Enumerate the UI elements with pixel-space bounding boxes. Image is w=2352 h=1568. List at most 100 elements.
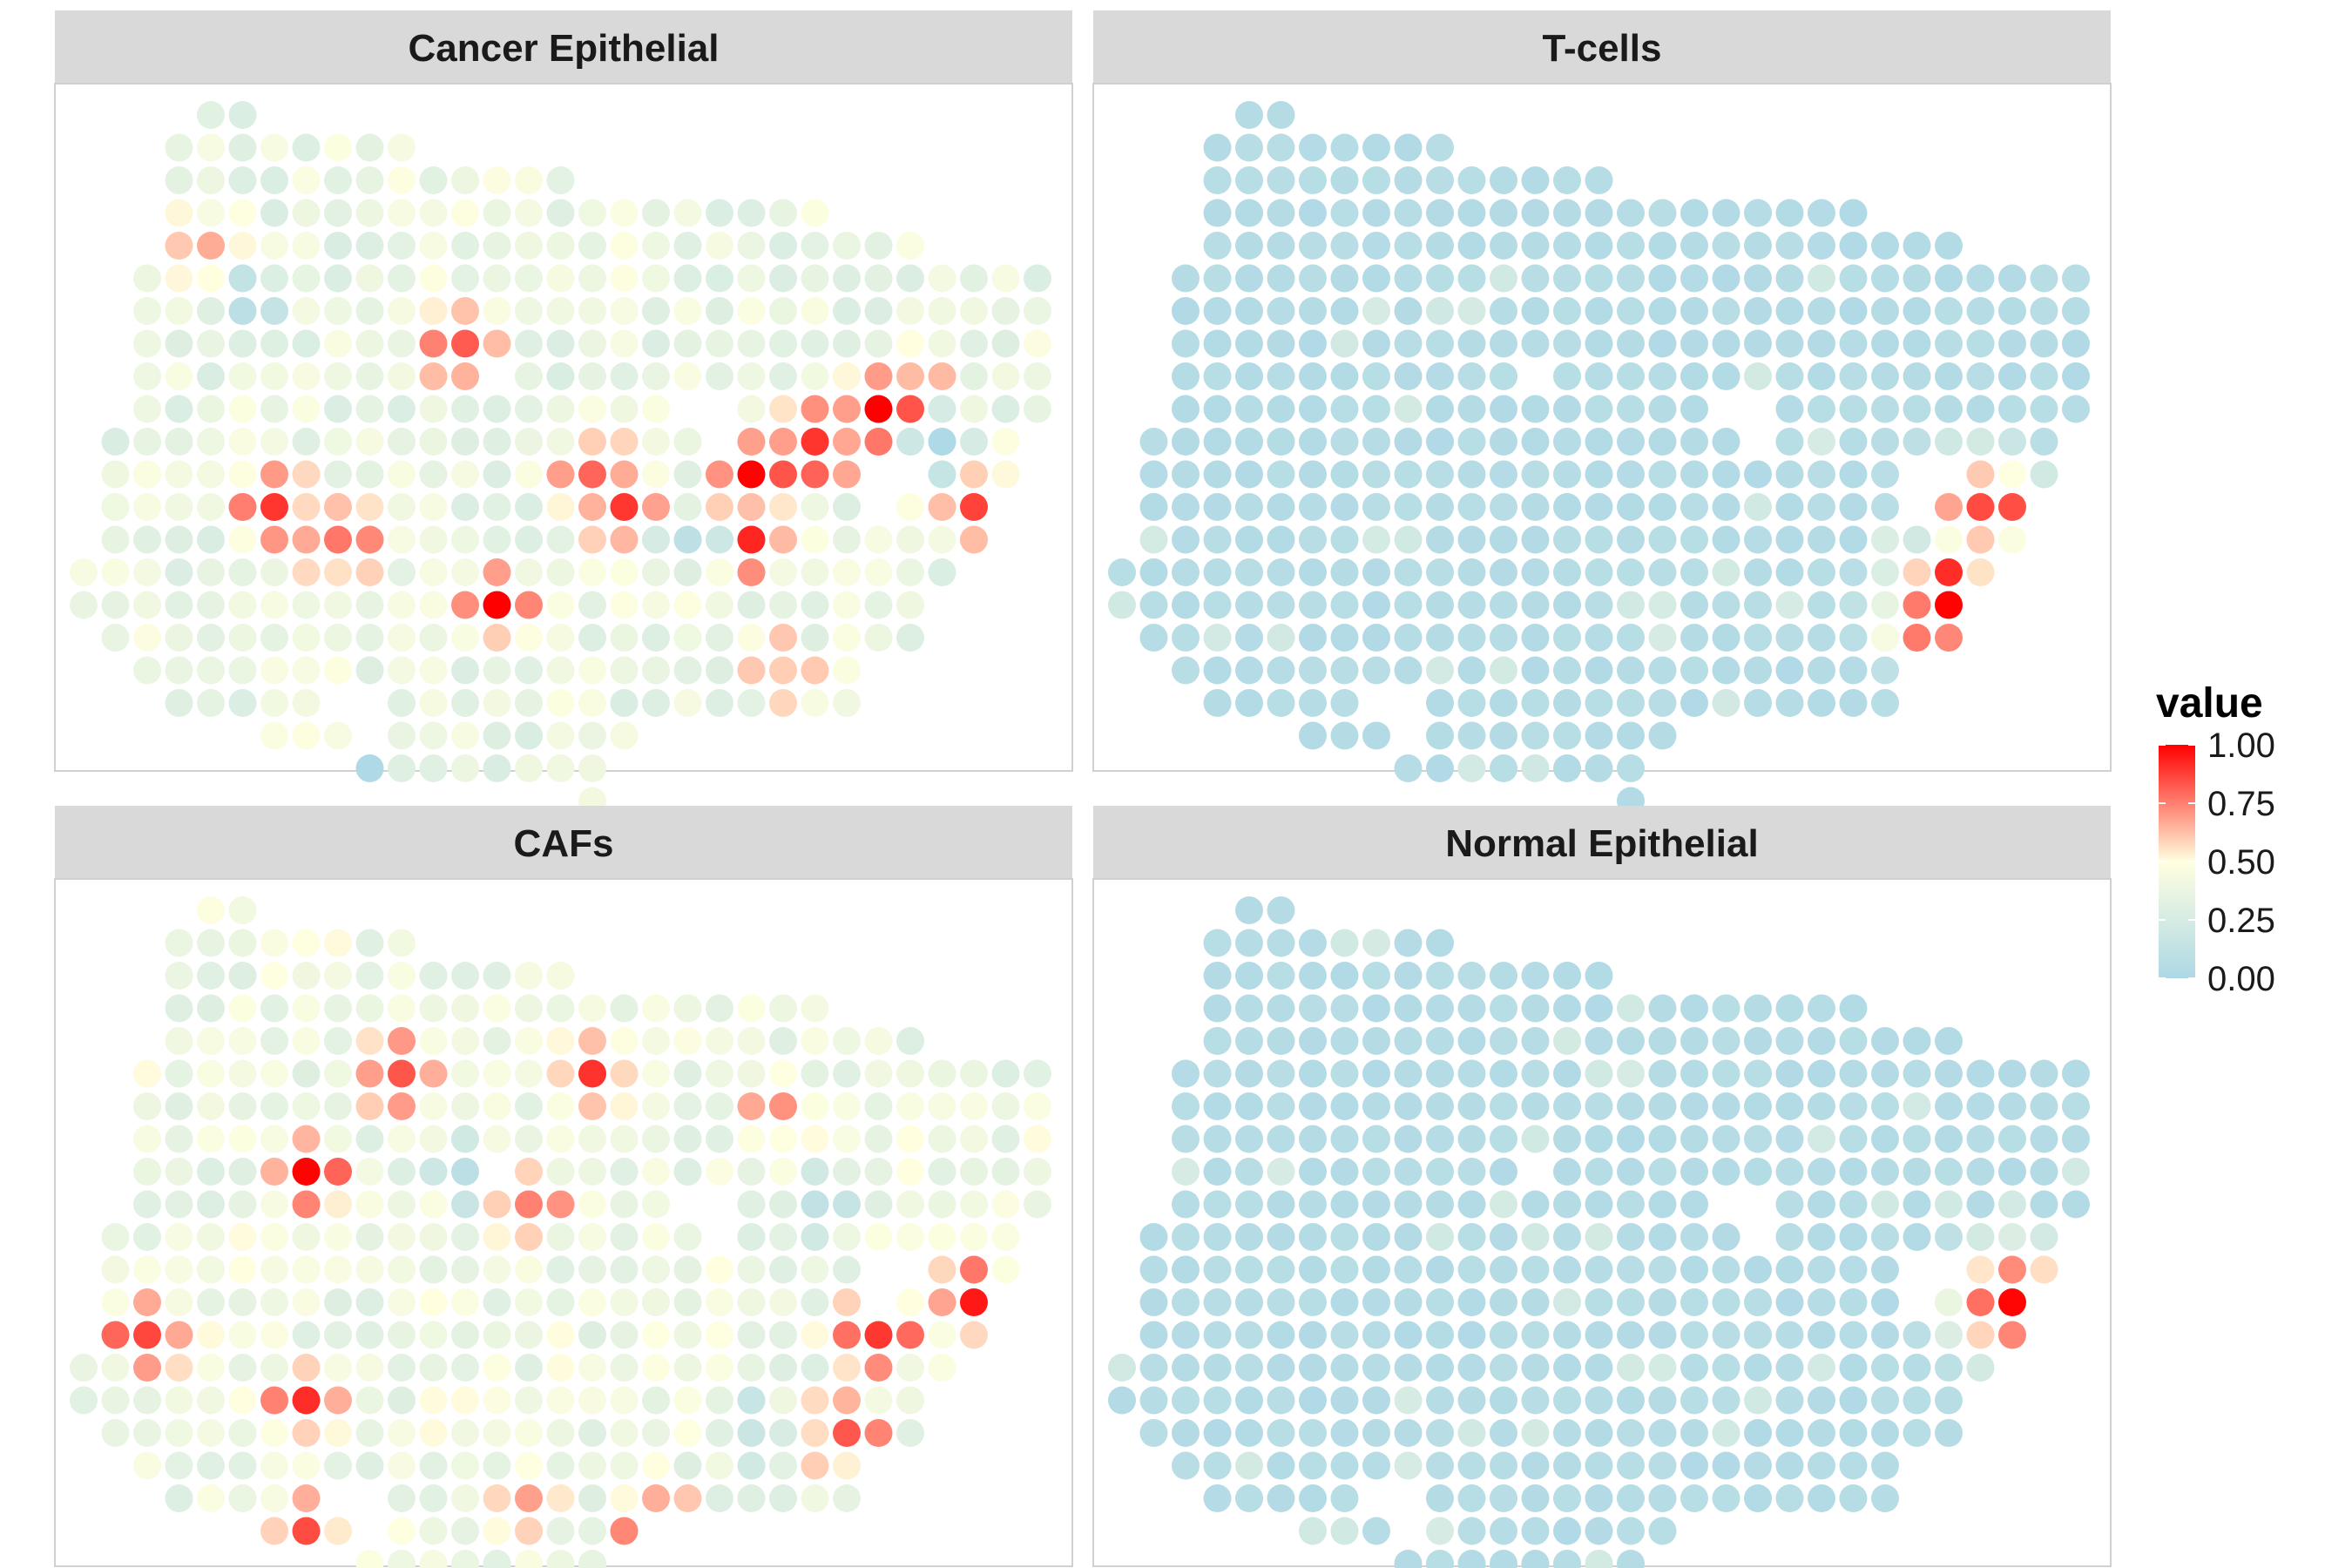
spot	[483, 1419, 511, 1447]
spot	[1903, 362, 1931, 390]
spot	[1330, 264, 1359, 293]
spot	[546, 493, 575, 521]
spot	[833, 656, 861, 685]
spot	[1203, 1255, 1232, 1284]
spot	[1585, 428, 1613, 456]
spot	[1299, 460, 1327, 489]
spot	[1490, 1288, 1517, 1316]
spot	[2062, 362, 2090, 390]
spot	[1203, 1288, 1232, 1316]
spot	[546, 297, 575, 325]
spot	[1712, 558, 1740, 586]
spot	[1553, 329, 1581, 358]
spot	[1172, 591, 1200, 619]
spot	[864, 1190, 893, 1219]
spot	[991, 1059, 1020, 1088]
spot	[451, 962, 479, 990]
spot	[1139, 624, 1168, 652]
spot	[1553, 721, 1581, 750]
spot	[1299, 395, 1327, 423]
spot	[515, 1321, 543, 1349]
spot	[1299, 166, 1327, 194]
spot	[2030, 362, 2058, 390]
spot	[1808, 428, 1835, 456]
spot	[1299, 525, 1327, 554]
spot	[1680, 297, 1708, 325]
spot	[1712, 264, 1740, 293]
spot	[706, 1092, 733, 1120]
spot	[1966, 558, 1995, 586]
spot	[1203, 1354, 1232, 1382]
spot	[1935, 1027, 1963, 1055]
spot	[1362, 525, 1390, 554]
facet-panel	[54, 83, 1073, 772]
spot	[1457, 329, 1486, 358]
spot	[1775, 1125, 1804, 1153]
spot	[1235, 460, 1263, 489]
spot	[2062, 1125, 2090, 1153]
spot	[1490, 558, 1517, 586]
spot	[801, 395, 829, 423]
spot	[833, 624, 861, 652]
spot	[197, 1190, 225, 1219]
spot	[228, 199, 257, 227]
spot	[833, 1288, 861, 1316]
spot	[1617, 1027, 1645, 1055]
spot	[165, 1190, 193, 1219]
spot	[1585, 1158, 1613, 1186]
spot	[1871, 1484, 1899, 1512]
spot	[483, 493, 511, 521]
spot	[165, 525, 193, 554]
spot	[833, 525, 861, 554]
spot	[1966, 1190, 1995, 1219]
spot	[1521, 591, 1550, 619]
spot	[896, 264, 924, 293]
spot	[960, 1059, 988, 1088]
spot	[1712, 1027, 1740, 1055]
spot	[1172, 656, 1200, 685]
spot	[1457, 1288, 1486, 1316]
spot	[801, 1223, 829, 1251]
spot	[546, 1354, 575, 1382]
spot	[1966, 395, 1995, 423]
spot	[1775, 1190, 1804, 1219]
spot	[1935, 1190, 1963, 1219]
spot	[1871, 689, 1899, 717]
spot	[864, 591, 893, 619]
spot	[1617, 1550, 1645, 1568]
spot	[1585, 1451, 1613, 1480]
spot	[2062, 1059, 2090, 1088]
spot	[1330, 329, 1359, 358]
spot	[1394, 133, 1423, 162]
spot	[1553, 1386, 1581, 1415]
spot	[260, 1288, 288, 1316]
spot	[1362, 1386, 1390, 1415]
spot	[1330, 591, 1359, 619]
spot	[197, 624, 225, 652]
spot	[1330, 656, 1359, 685]
spot	[355, 962, 384, 990]
spot	[706, 329, 733, 358]
spot	[1648, 1223, 1677, 1251]
spot	[1839, 1419, 1868, 1447]
spot	[451, 624, 479, 652]
spot	[578, 1190, 606, 1219]
spot	[1394, 1027, 1423, 1055]
spot	[1457, 591, 1486, 619]
spot	[1490, 264, 1517, 293]
spot	[1362, 1027, 1390, 1055]
spot	[101, 558, 130, 586]
spot	[1426, 689, 1454, 717]
spot	[1935, 329, 1963, 358]
spot	[165, 929, 193, 957]
facet-panel	[1092, 83, 2112, 772]
spot	[228, 1092, 257, 1120]
spot	[1490, 1550, 1517, 1568]
spot	[292, 1255, 321, 1284]
spot	[133, 1255, 161, 1284]
spot	[324, 591, 352, 619]
spot	[1617, 1059, 1645, 1088]
spot	[1457, 962, 1486, 990]
spot	[546, 329, 575, 358]
spot	[292, 525, 321, 554]
